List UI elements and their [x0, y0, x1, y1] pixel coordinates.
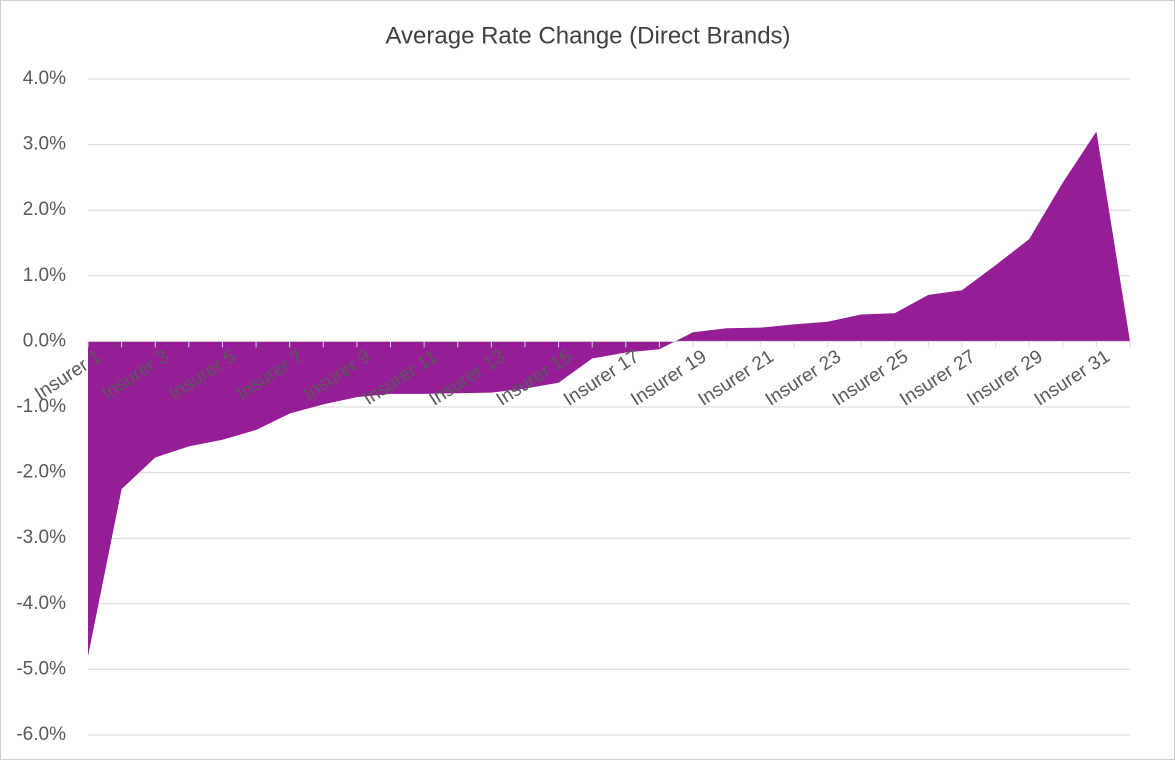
y-tick-label: 3.0%: [23, 134, 66, 155]
y-tick-label: -4.0%: [16, 593, 66, 614]
y-tick-label: 0.0%: [23, 330, 66, 351]
y-tick-label: 4.0%: [23, 68, 66, 89]
y-tick-label: -2.0%: [16, 462, 66, 483]
y-tick-label: -3.0%: [16, 527, 66, 548]
y-tick-label: 1.0%: [23, 265, 66, 286]
chart-title: Average Rate Change (Direct Brands): [385, 22, 790, 49]
y-tick-label: 2.0%: [23, 199, 66, 220]
y-tick-label: -5.0%: [16, 658, 66, 679]
y-tick-label: -6.0%: [16, 724, 66, 745]
y-tick-label: -1.0%: [16, 396, 66, 417]
area: [88, 131, 1130, 657]
